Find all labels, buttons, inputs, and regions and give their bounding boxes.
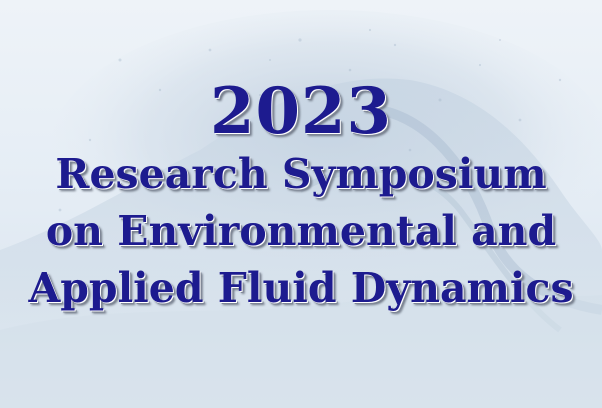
title-line-1: Research Symposium bbox=[55, 150, 547, 198]
symposium-year: 2023 bbox=[209, 74, 393, 149]
symposium-title: 2023 Research Symposium on Environmental… bbox=[0, 78, 602, 317]
title-line-2: on Environmental and bbox=[45, 207, 557, 255]
title-line-3: Applied Fluid Dynamics bbox=[28, 264, 574, 312]
